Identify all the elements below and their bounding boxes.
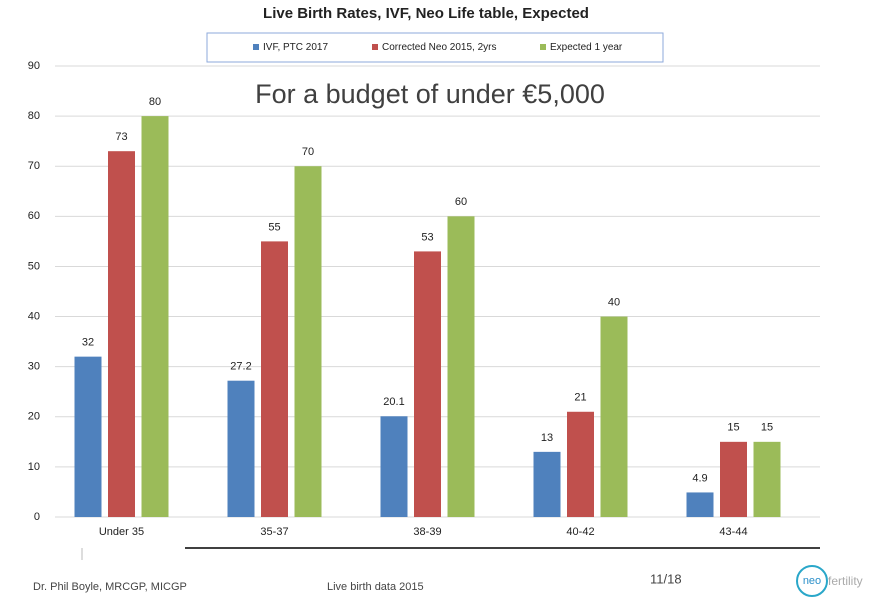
x-tick-label: Under 35 (99, 526, 144, 538)
bar (686, 492, 714, 517)
footer-author: Dr. Phil Boyle, MRCGP, MICGP (33, 581, 187, 593)
bar (227, 380, 255, 517)
bar (294, 166, 322, 517)
bar (261, 241, 288, 517)
data-label: 13 (541, 432, 553, 444)
bar (108, 151, 135, 517)
y-tick-label: 10 (28, 461, 40, 473)
annotation: For a budget of under €5,000 (255, 79, 605, 109)
x-tick-label: 40-42 (566, 526, 594, 538)
logo-fertility: fertility (828, 574, 863, 588)
data-label: 60 (455, 196, 467, 208)
x-tick-label: 43-44 (719, 526, 747, 538)
x-tick-label: 38-39 (413, 526, 441, 538)
data-label: 40 (608, 296, 620, 308)
data-label: 53 (421, 231, 433, 243)
bar (380, 416, 408, 517)
y-tick-label: 20 (28, 411, 40, 423)
chart-title: Live Birth Rates, IVF, Neo Life table, E… (263, 5, 589, 22)
bar (600, 316, 628, 517)
x-tick-label: 35-37 (260, 526, 288, 538)
page-number: 11/18 (650, 571, 682, 586)
bar (720, 441, 747, 517)
y-tick-label: 40 (28, 310, 40, 322)
data-label: 73 (115, 131, 127, 143)
bar (74, 356, 102, 517)
bar (447, 216, 475, 518)
bar (567, 411, 594, 517)
y-tick-label: 30 (28, 361, 40, 373)
y-tick-label: 0 (34, 511, 40, 523)
legend-label: Expected 1 year (550, 42, 623, 53)
y-tick-label: 80 (28, 110, 40, 122)
y-tick-label: 60 (28, 210, 40, 222)
logo-ring (796, 565, 828, 597)
legend-swatch (540, 44, 546, 50)
legend-swatch (253, 44, 259, 50)
data-label: 27.2 (230, 361, 251, 373)
bar (141, 116, 169, 517)
bar (533, 451, 561, 517)
legend-swatch (372, 44, 378, 50)
data-label: 15 (761, 422, 773, 434)
data-label: 21 (574, 392, 586, 404)
bar (753, 441, 781, 517)
y-tick-label: 90 (28, 60, 40, 72)
data-label: 55 (268, 221, 280, 233)
footer-source: Live birth data 2015 (327, 581, 424, 593)
legend-box (206, 32, 664, 63)
y-tick-label: 50 (28, 260, 40, 272)
bar (414, 251, 441, 517)
data-label: 32 (82, 337, 94, 349)
y-tick-label: 70 (28, 160, 40, 172)
legend-label: IVF, PTC 2017 (263, 42, 328, 53)
data-label: 70 (302, 146, 314, 158)
data-label: 4.9 (692, 472, 707, 484)
legend-label: Corrected Neo 2015, 2yrs (382, 42, 497, 53)
data-label: 20.1 (383, 396, 404, 408)
data-label: 80 (149, 96, 161, 108)
logo-neo: neo (803, 575, 821, 587)
data-label: 15 (727, 422, 739, 434)
